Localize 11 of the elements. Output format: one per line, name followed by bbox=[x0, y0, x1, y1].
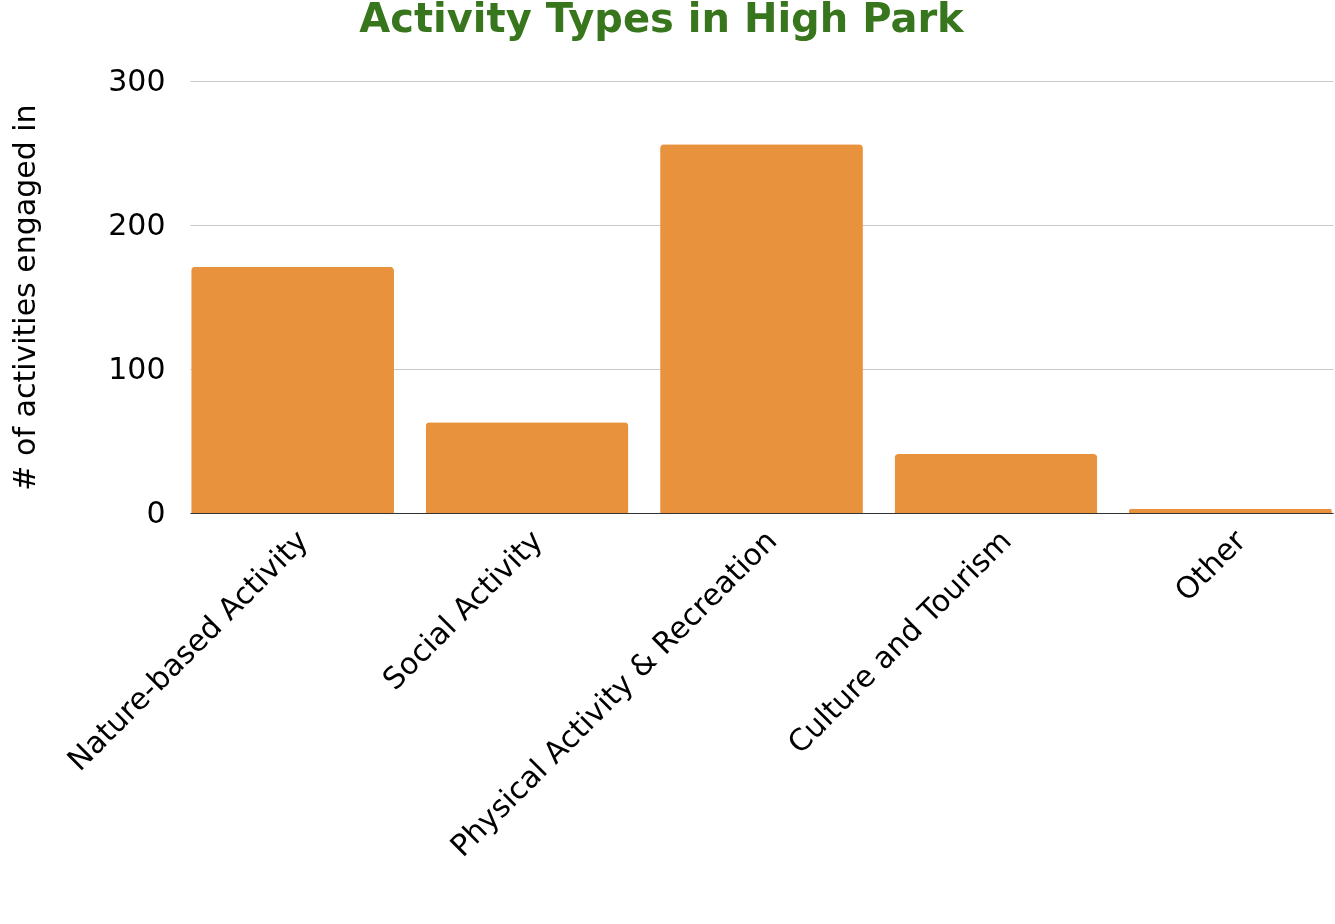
bar bbox=[191, 266, 394, 513]
y-tick-label: 200 bbox=[108, 206, 166, 242]
y-tick-label: 100 bbox=[108, 350, 166, 386]
chart-title: Activity Types in High Park bbox=[359, 0, 966, 41]
bar bbox=[1129, 508, 1332, 513]
bar bbox=[894, 453, 1098, 513]
bar bbox=[425, 422, 629, 513]
bar bbox=[660, 144, 863, 513]
y-tick-label: 300 bbox=[108, 62, 166, 98]
y-axis-title: # of activities engaged in bbox=[6, 104, 42, 491]
y-tick-label: 0 bbox=[146, 494, 166, 530]
